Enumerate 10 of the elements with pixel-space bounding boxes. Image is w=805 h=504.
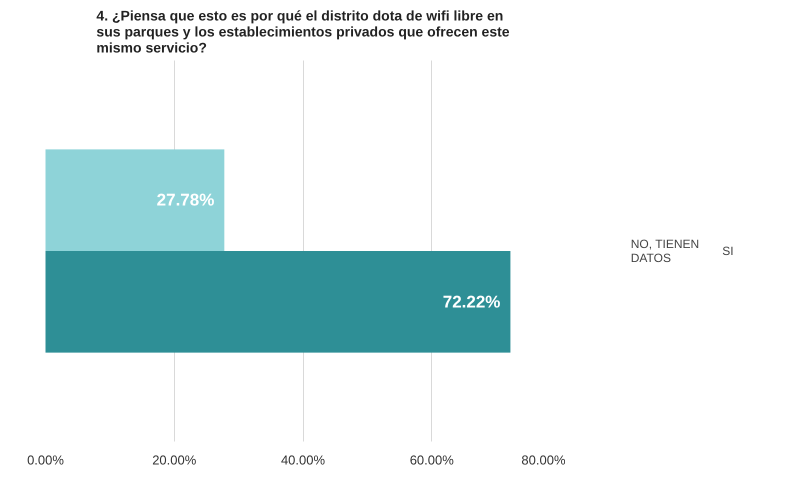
x-tick-label: 20.00% [152,452,197,468]
data-label: 72.22% [442,292,500,312]
x-tick-label: 80.00% [521,452,566,468]
x-tick-label: 40.00% [280,452,326,468]
x-tick-label: 60.00% [410,452,454,468]
text: SI [722,244,735,258]
text: NO, TIENEN DATOS [630,236,700,264]
data-label: 27.78% [156,190,214,210]
x-tick-label: 0.00% [27,452,64,468]
chart-title: 4. ¿Piensa que esto es por qué el distrito dota de wifi libre en sus parques y los establecimientos privados que ofrecen este mismo servicio? [96,8,510,56]
